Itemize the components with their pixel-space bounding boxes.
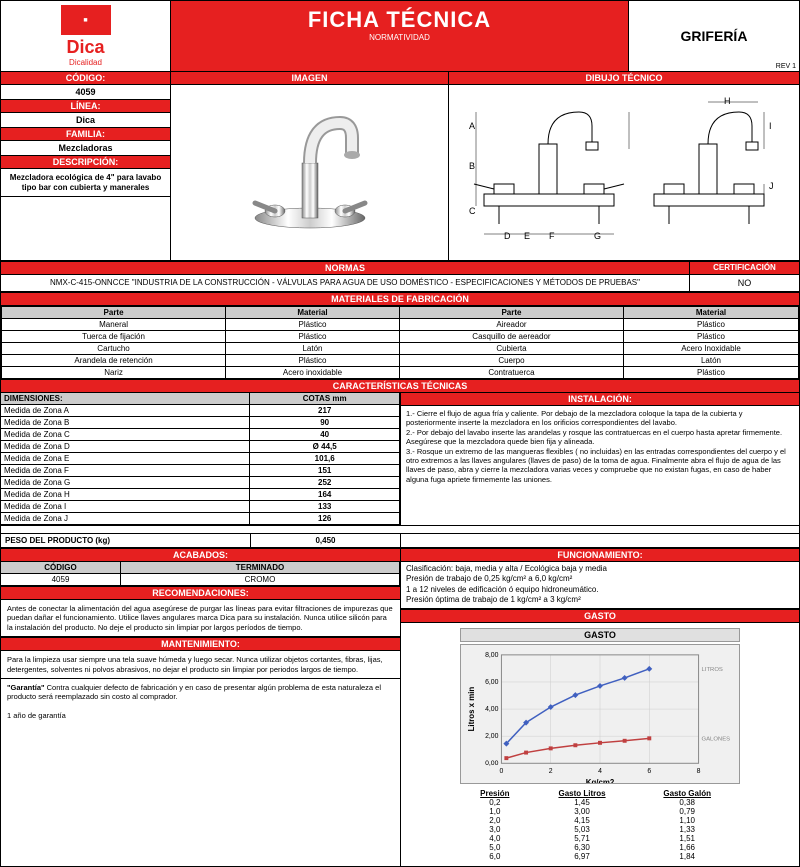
bottom-section: ACABADOS: CÓDIGOTERMINADO 4059CROMO RECO…: [1, 548, 799, 866]
svg-text:C: C: [469, 206, 476, 216]
svg-text:GALONES: GALONES: [702, 736, 731, 742]
svg-text:8,00: 8,00: [485, 651, 499, 658]
gasto-table: PresiónGasto LitrosGasto Galón0,21,450,3…: [460, 789, 740, 861]
category: GRIFERÍA REV 1: [629, 1, 799, 71]
page-subtitle: NORMATIVIDAD: [171, 33, 628, 42]
svg-text:D: D: [504, 231, 511, 241]
technical-drawing: A B C D E F G H I J: [449, 85, 799, 260]
dimensiones: DIMENSIONES:COTAS mm Medida de Zona A217…: [1, 393, 401, 525]
gasto-chart: 0 2 4 6 8 0,00 2,00 4,00 6,00 8,00 LITROS GALONES Kg…: [460, 644, 740, 784]
warranty-text: "Garantía" Contra cualquier defecto de f…: [1, 679, 400, 725]
bottom-right: FUNCIONAMIENTO: Clasificación: baja, med…: [401, 548, 799, 866]
descripcion-value: Mezcladora ecológica de 4" para lavabo t…: [1, 169, 170, 197]
logo-icon: ■: [61, 5, 111, 35]
drawing-area: DIBUJO TÉCNICO ABC DEFG HIJ: [449, 72, 799, 261]
product-image: [171, 85, 448, 260]
brand-name: Dica: [66, 37, 104, 58]
svg-text:4: 4: [598, 768, 602, 775]
info-column: CÓDIGO: 4059 LÍNEA: Dica FAMILIA: Mezcla…: [1, 72, 171, 261]
logo-area: ■ Dica Dicalidad: [1, 1, 171, 71]
familia-value: Mezcladoras: [1, 141, 170, 156]
svg-text:A: A: [469, 121, 475, 131]
recomendaciones-text: Antes de conectar la alimentación del ag…: [1, 600, 400, 637]
svg-text:Kg/cm2: Kg/cm2: [586, 778, 615, 784]
svg-text:0,00: 0,00: [485, 760, 499, 767]
revision: REV 1: [776, 63, 796, 70]
materiales-header: MATERIALES DE FABRICACIÓN: [1, 292, 799, 306]
instalacion-text: 1.- Cierre el flujo de agua fría y calie…: [401, 406, 799, 487]
svg-text:6,00: 6,00: [485, 678, 499, 685]
peso-row: PESO DEL PRODUCTO (kg) 0,450: [1, 534, 799, 548]
svg-text:6: 6: [647, 768, 651, 775]
instalacion: INSTALACIÓN: 1.- Cierre el flujo de agua…: [401, 393, 799, 525]
normas-value: NMX-C-415-ONNCCE "INDUSTRIA DE LA CONSTR…: [1, 275, 799, 292]
svg-text:2,00: 2,00: [485, 733, 499, 740]
svg-text:I: I: [769, 121, 772, 131]
main-row: CÓDIGO: 4059 LÍNEA: Dica FAMILIA: Mezcla…: [1, 72, 799, 261]
datasheet: ■ Dica Dicalidad FICHA TÉCNICA NORMATIVI…: [0, 0, 800, 867]
tech-section: DIMENSIONES:COTAS mm Medida de Zona A217…: [1, 393, 799, 526]
gasto-chart-area: GASTO 024680,002,004,006,008,00LITROSGAL…: [401, 623, 799, 866]
svg-text:H: H: [724, 96, 731, 106]
materiales-table: ParteMaterialParteMaterialManeralPlástic…: [1, 306, 799, 379]
caracteristicas-header: CARACTERÍSTICAS TÉCNICAS: [1, 379, 799, 393]
linea-value: Dica: [1, 113, 170, 128]
svg-text:8: 8: [697, 768, 701, 775]
svg-text:2: 2: [549, 768, 553, 775]
funcionamiento-text: Clasificación: baja, media y alta / Ecol…: [401, 562, 799, 609]
codigo-value: 4059: [1, 85, 170, 100]
svg-text:Litros x min: Litros x min: [467, 686, 476, 731]
normas-header: NORMAS CERTIFICACIÓN: [1, 261, 799, 275]
mantenimiento-text: Para la limpieza usar siempre una tela s…: [1, 651, 400, 679]
svg-text:G: G: [594, 231, 601, 241]
page-title: FICHA TÉCNICA: [171, 7, 628, 33]
bottom-left: ACABADOS: CÓDIGOTERMINADO 4059CROMO RECO…: [1, 548, 401, 866]
svg-text:4,00: 4,00: [485, 706, 499, 713]
svg-text:B: B: [469, 161, 475, 171]
svg-text:F: F: [549, 231, 555, 241]
svg-text:E: E: [524, 231, 530, 241]
svg-text:0: 0: [500, 768, 504, 775]
svg-text:LITROS: LITROS: [702, 666, 723, 672]
header: ■ Dica Dicalidad FICHA TÉCNICA NORMATIVI…: [1, 1, 799, 72]
image-area: IMAGEN: [171, 72, 449, 261]
brand-tagline: Dicalidad: [69, 58, 102, 67]
title-area: FICHA TÉCNICA NORMATIVIDAD: [171, 1, 629, 71]
svg-text:J: J: [769, 181, 774, 191]
